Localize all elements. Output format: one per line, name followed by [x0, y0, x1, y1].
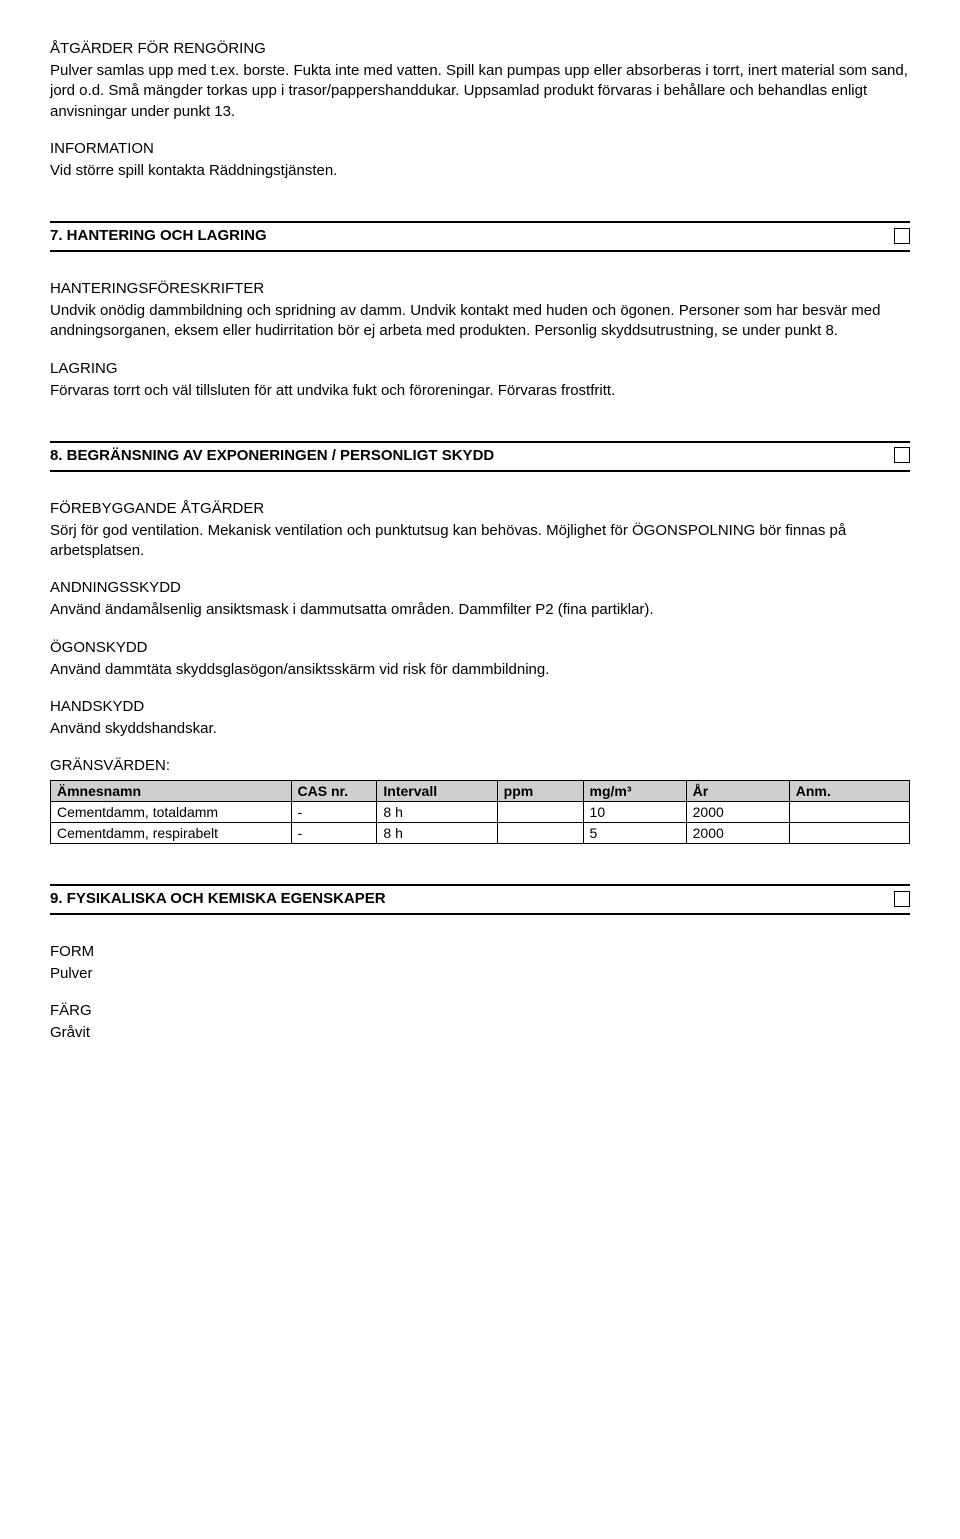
- storage-block: LAGRING Förvaras torrt och väl tillslute…: [50, 360, 910, 401]
- cell: -: [291, 802, 377, 823]
- handling-heading: HANTERINGSFÖRESKRIFTER: [50, 280, 910, 297]
- handling-block: HANTERINGSFÖRESKRIFTER Undvik onödig dam…: [50, 280, 910, 342]
- section8-title: 8. BEGRÄNSNING AV EXPONERINGEN / PERSONL…: [50, 447, 494, 464]
- hand-heading: HANDSKYDD: [50, 698, 910, 715]
- section8-title-row: 8. BEGRÄNSNING AV EXPONERINGEN / PERSONL…: [50, 443, 910, 472]
- form-text: Pulver: [50, 964, 910, 984]
- section7-title-row: 7. HANTERING OCH LAGRING: [50, 223, 910, 252]
- limits-heading: GRÄNSVÄRDEN:: [50, 757, 910, 774]
- col-intervall: Intervall: [377, 781, 497, 802]
- cell: Cementdamm, respirabelt: [51, 823, 292, 844]
- hand-block: HANDSKYDD Använd skyddshandskar.: [50, 698, 910, 739]
- section8-checkbox-icon: [894, 447, 910, 463]
- information-heading: INFORMATION: [50, 140, 910, 157]
- col-cas: CAS nr.: [291, 781, 377, 802]
- cell: 5: [583, 823, 686, 844]
- breath-text: Använd ändamålsenlig ansiktsmask i dammu…: [50, 600, 910, 620]
- table-header-row: Ämnesnamn CAS nr. Intervall ppm mg/m³ År…: [51, 781, 910, 802]
- col-mg: mg/m³: [583, 781, 686, 802]
- section7-title: 7. HANTERING OCH LAGRING: [50, 227, 267, 244]
- section9-title: 9. FYSIKALISKA OCH KEMISKA EGENSKAPER: [50, 890, 386, 907]
- cell: 2000: [686, 823, 789, 844]
- table-row: Cementdamm, respirabelt - 8 h 5 2000: [51, 823, 910, 844]
- section9-checkbox-icon: [894, 891, 910, 907]
- information-text: Vid större spill kontakta Räddningstjäns…: [50, 161, 910, 181]
- prevent-heading: FÖREBYGGANDE ÅTGÄRDER: [50, 500, 910, 517]
- cell: [789, 823, 909, 844]
- form-heading: FORM: [50, 943, 910, 960]
- storage-text: Förvaras torrt och väl tillsluten för at…: [50, 381, 910, 401]
- eye-block: ÖGONSKYDD Använd dammtäta skyddsglasögon…: [50, 639, 910, 680]
- col-name: Ämnesnamn: [51, 781, 292, 802]
- cell: 10: [583, 802, 686, 823]
- cleaning-text: Pulver samlas upp med t.ex. borste. Fukt…: [50, 61, 910, 122]
- handling-text: Undvik onödig dammbildning och spridning…: [50, 301, 910, 342]
- cell: [497, 802, 583, 823]
- section7-checkbox-icon: [894, 228, 910, 244]
- cell: 8 h: [377, 823, 497, 844]
- prevent-block: FÖREBYGGANDE ÅTGÄRDER Sörj för god venti…: [50, 500, 910, 562]
- cell: [789, 802, 909, 823]
- col-ppm: ppm: [497, 781, 583, 802]
- cell: Cementdamm, totaldamm: [51, 802, 292, 823]
- information-block: INFORMATION Vid större spill kontakta Rä…: [50, 140, 910, 181]
- section9-title-row: 9. FYSIKALISKA OCH KEMISKA EGENSKAPER: [50, 886, 910, 915]
- color-block: FÄRG Gråvit: [50, 1002, 910, 1043]
- limits-table: Ämnesnamn CAS nr. Intervall ppm mg/m³ År…: [50, 780, 910, 844]
- cell: 2000: [686, 802, 789, 823]
- breath-block: ANDNINGSSKYDD Använd ändamålsenlig ansik…: [50, 579, 910, 620]
- color-heading: FÄRG: [50, 1002, 910, 1019]
- eye-heading: ÖGONSKYDD: [50, 639, 910, 656]
- col-ar: År: [686, 781, 789, 802]
- col-anm: Anm.: [789, 781, 909, 802]
- form-block: FORM Pulver: [50, 943, 910, 984]
- cleaning-block: ÅTGÄRDER FÖR RENGÖRING Pulver samlas upp…: [50, 40, 910, 122]
- eye-text: Använd dammtäta skyddsglasögon/ansiktssk…: [50, 660, 910, 680]
- cell: -: [291, 823, 377, 844]
- prevent-text: Sörj för god ventilation. Mekanisk venti…: [50, 521, 910, 562]
- hand-text: Använd skyddshandskar.: [50, 719, 910, 739]
- storage-heading: LAGRING: [50, 360, 910, 377]
- breath-heading: ANDNINGSSKYDD: [50, 579, 910, 596]
- cell: 8 h: [377, 802, 497, 823]
- cleaning-heading: ÅTGÄRDER FÖR RENGÖRING: [50, 40, 910, 57]
- cell: [497, 823, 583, 844]
- color-text: Gråvit: [50, 1023, 910, 1043]
- table-row: Cementdamm, totaldamm - 8 h 10 2000: [51, 802, 910, 823]
